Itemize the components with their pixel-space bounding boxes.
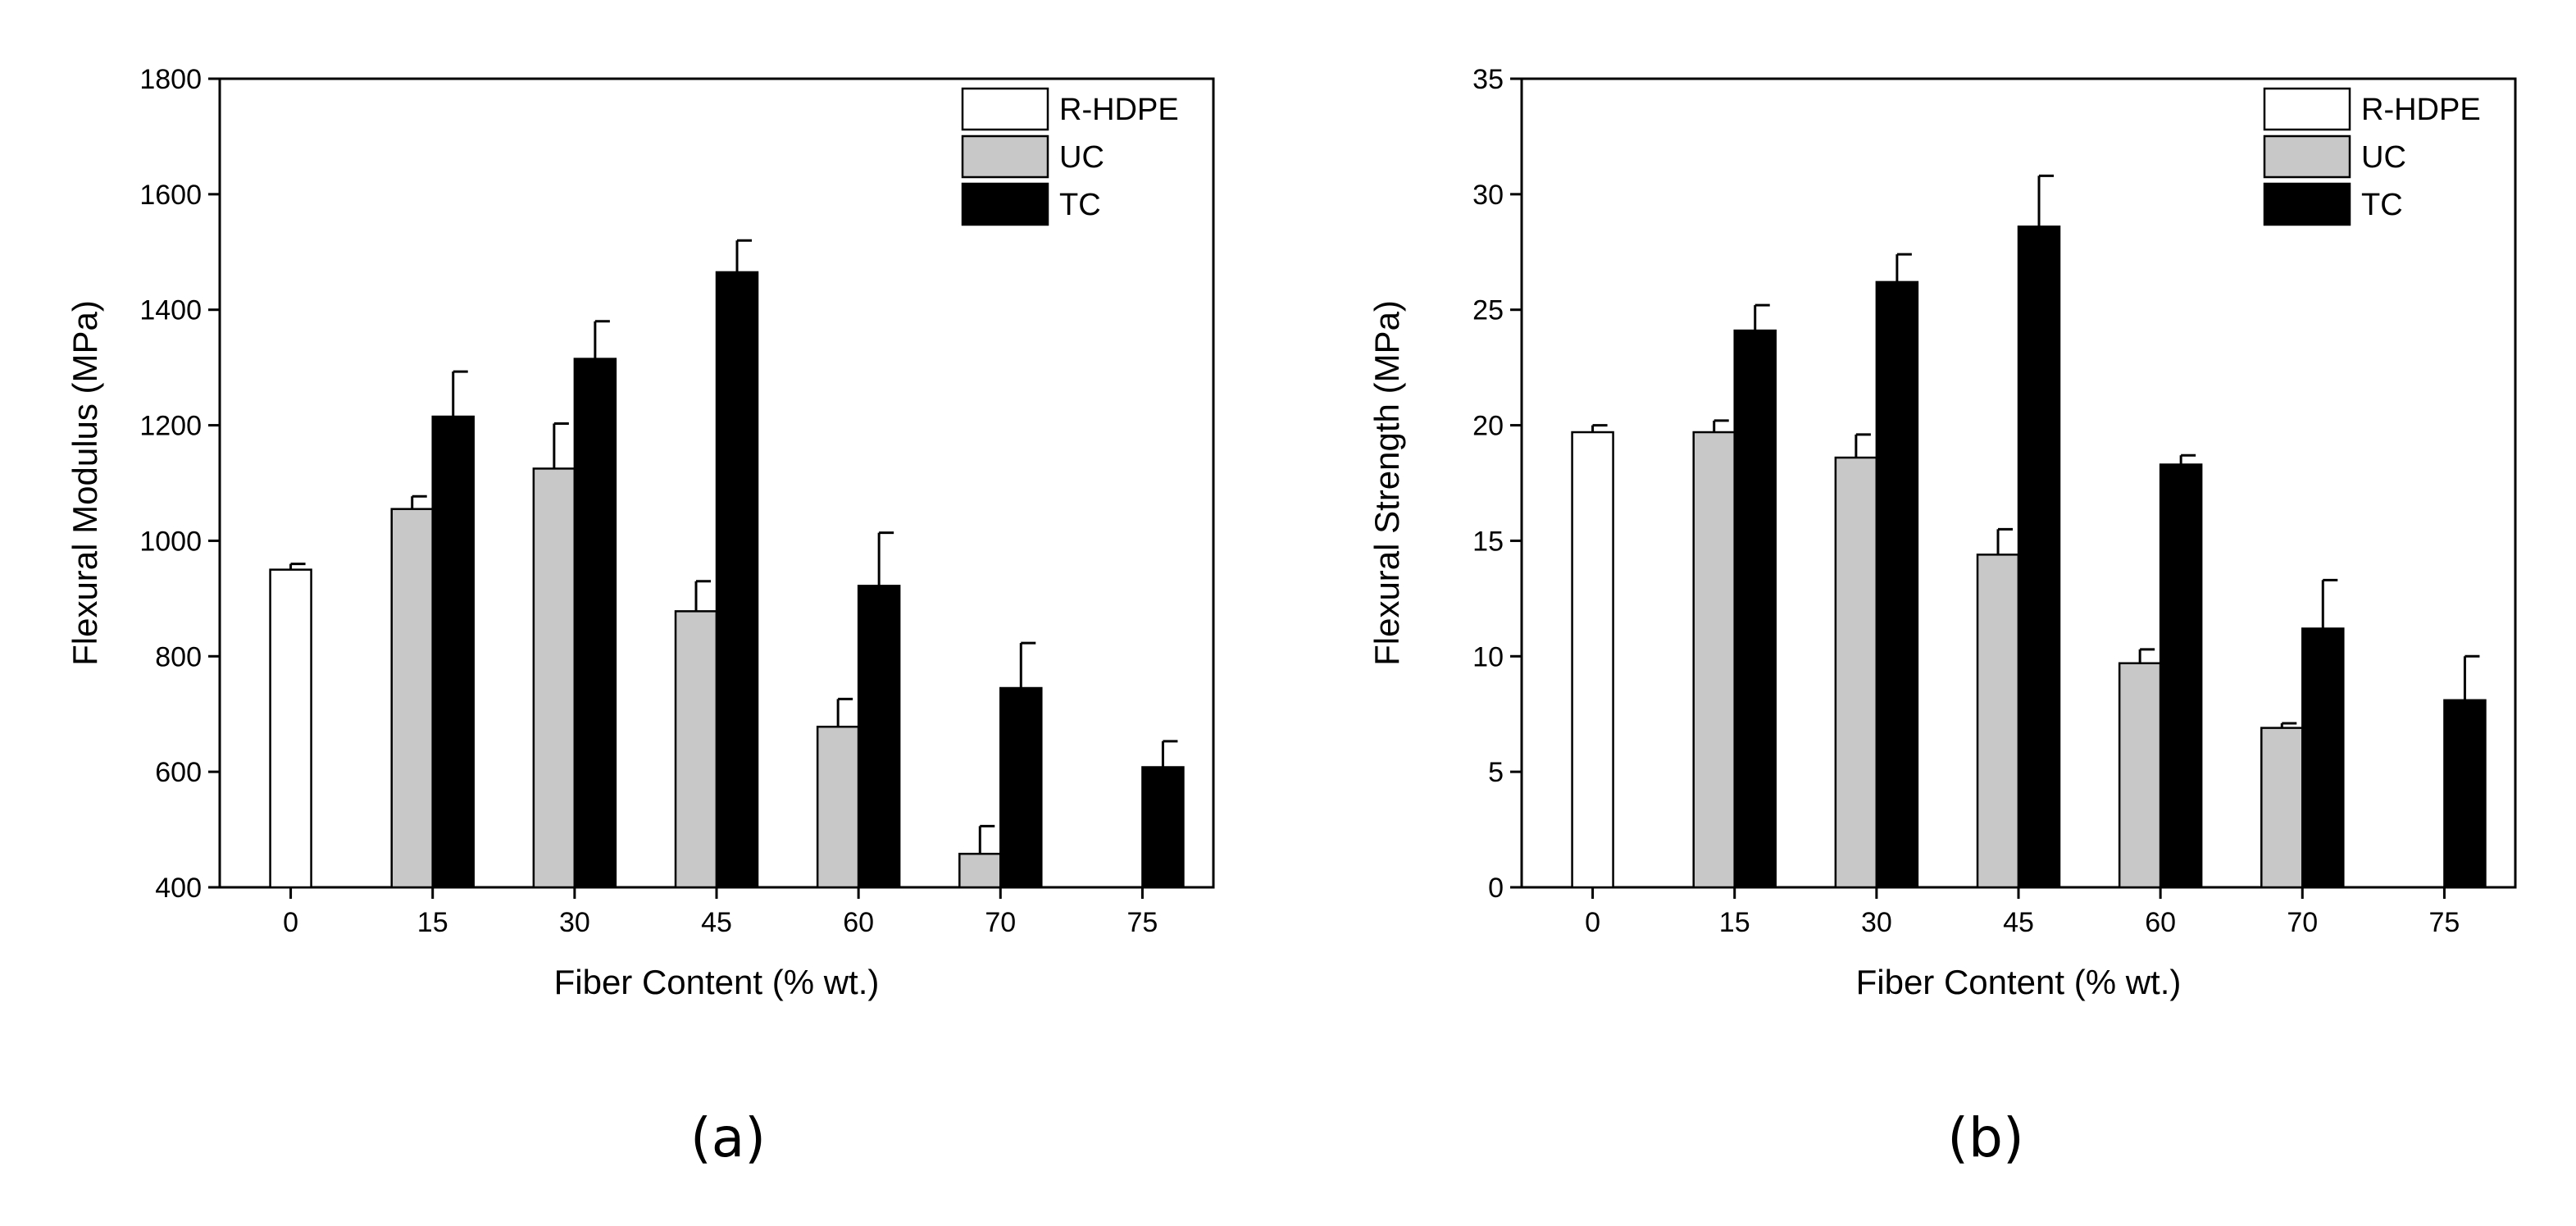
bar-uc-70: [2260, 727, 2304, 889]
x-tick-label: 0: [1585, 907, 1600, 938]
bar-uc-60: [816, 725, 860, 889]
chart-panel-a: 400 600 800 1000 1200 1400 1600 1800 0 15 30 45 60 70…: [66, 64, 1215, 1169]
y-tick-label: 15: [1472, 526, 1504, 557]
bar-tc-75: [2443, 699, 2487, 889]
y-axis-title: Flexural Strength (MPa): [1368, 300, 1406, 666]
bar-tc-30: [1875, 280, 1919, 889]
y-tick-label: 600: [155, 757, 202, 788]
x-tick-label: 30: [559, 907, 590, 938]
bar-uc-45: [674, 610, 718, 889]
y-tick-label: 0: [1488, 873, 1504, 904]
bar-tc-60: [2159, 463, 2203, 889]
x-tick-label: 60: [2145, 907, 2176, 938]
bar-r-hdpe-0: [1571, 431, 1614, 889]
x-tick-label: 0: [283, 907, 298, 938]
x-tick-label: 45: [701, 907, 732, 938]
legend-label-tc: TC: [1059, 188, 1101, 222]
legend-label-uc: UC: [1059, 140, 1104, 175]
legend-swatch-tc: [2263, 182, 2351, 226]
y-tick-label: 1800: [139, 64, 202, 95]
x-tick-label: 60: [843, 907, 874, 938]
bar-tc-75: [1141, 766, 1185, 889]
x-axis-title: Fiber Content (% wt.): [554, 963, 880, 1001]
bar-tc-70: [999, 686, 1043, 889]
y-tick-label: 1200: [139, 411, 202, 442]
y-tick-label: 800: [155, 641, 202, 672]
chart-panel-b: 0 5 10 15 20 25 30 35 0 15 30 45 60 70 75 R-HDPE UC TC Fib…: [1368, 64, 2517, 1169]
x-tick-label: 30: [1861, 907, 1892, 938]
bar-tc-60: [857, 585, 901, 889]
legend-swatch-uc: [2263, 134, 2351, 179]
x-tick-label: 15: [1719, 907, 1750, 938]
panel-label: (b): [1947, 1106, 2023, 1169]
x-tick-label: 70: [2287, 907, 2318, 938]
bar-uc-70: [958, 852, 1002, 889]
bar-tc-15: [1733, 329, 1777, 889]
x-tick-label: 75: [2429, 907, 2460, 938]
legend-swatch-uc: [961, 134, 1049, 179]
x-tick-label: 70: [985, 907, 1016, 938]
bar-tc-45: [715, 271, 759, 889]
legend-label-r-hdpe: R-HDPE: [2361, 93, 2481, 127]
bar-uc-30: [532, 467, 576, 889]
bar-uc-15: [1692, 431, 1736, 889]
legend-swatch-tc: [961, 182, 1049, 226]
y-tick-label: 10: [1472, 641, 1504, 672]
y-tick-label: 25: [1472, 295, 1504, 326]
bar-tc-45: [2017, 226, 2061, 889]
y-tick-label: 400: [155, 873, 202, 904]
bar-r-hdpe-0: [269, 568, 312, 889]
legend-swatch-r-hdpe: [961, 87, 1049, 131]
legend-label-uc: UC: [2361, 140, 2406, 175]
bar-uc-30: [1834, 456, 1878, 889]
y-tick-label: 1400: [139, 295, 202, 326]
bar-tc-30: [573, 358, 617, 889]
bar-tc-15: [431, 415, 475, 889]
bar-uc-45: [1976, 554, 2020, 889]
legend-swatch-r-hdpe: [2263, 87, 2351, 131]
x-tick-label: 75: [1127, 907, 1158, 938]
bar-uc-15: [390, 508, 434, 889]
bar-tc-70: [2301, 627, 2345, 889]
panel-label: (a): [690, 1106, 766, 1169]
y-tick-label: 35: [1472, 64, 1504, 95]
legend-label-tc: TC: [2361, 188, 2403, 222]
y-tick-label: 1600: [139, 180, 202, 211]
bar-uc-60: [2118, 662, 2162, 889]
y-tick-label: 5: [1488, 757, 1504, 788]
x-tick-label: 15: [417, 907, 448, 938]
x-tick-label: 45: [2003, 907, 2034, 938]
y-tick-label: 1000: [139, 526, 202, 557]
y-axis-title: Flexural Modulus (MPa): [66, 300, 104, 666]
y-tick-label: 30: [1472, 180, 1504, 211]
x-axis-title: Fiber Content (% wt.): [1856, 963, 2182, 1001]
y-tick-label: 20: [1472, 411, 1504, 442]
legend-label-r-hdpe: R-HDPE: [1059, 93, 1179, 127]
